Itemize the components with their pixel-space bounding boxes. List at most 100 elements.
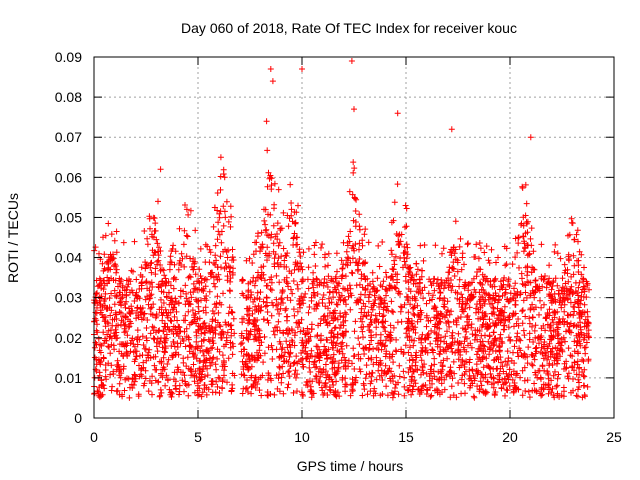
data-point <box>134 327 141 334</box>
data-point <box>214 346 221 353</box>
data-point <box>537 297 543 304</box>
data-point <box>576 379 582 386</box>
data-point <box>325 346 332 353</box>
data-point <box>290 389 297 396</box>
data-point <box>347 228 354 235</box>
data-point <box>475 255 482 262</box>
data-point <box>561 261 568 268</box>
data-point <box>355 355 362 362</box>
data-point <box>349 360 355 367</box>
data-point <box>141 228 148 234</box>
data-point <box>262 206 269 213</box>
y-tick-label: 0.07 <box>55 129 82 145</box>
data-point <box>228 213 235 220</box>
data-point <box>365 298 372 305</box>
data-point <box>584 383 591 390</box>
data-point <box>275 242 282 249</box>
data-point <box>358 305 365 312</box>
data-point <box>101 385 108 392</box>
chart-title: Day 060 of 2018, Rate Of TEC Index for r… <box>181 20 517 36</box>
data-point <box>531 380 538 387</box>
data-point <box>330 294 337 301</box>
data-point <box>211 310 218 317</box>
data-point <box>276 279 283 286</box>
data-point <box>195 303 202 310</box>
data-point <box>203 391 210 398</box>
data-point <box>147 292 154 299</box>
data-point <box>439 363 446 370</box>
data-point <box>191 312 197 319</box>
data-point <box>185 308 192 315</box>
data-point <box>343 342 350 349</box>
data-point <box>575 284 582 291</box>
data-point <box>184 233 191 240</box>
data-point <box>502 262 509 269</box>
data-point <box>491 277 498 283</box>
data-point <box>340 314 347 321</box>
data-point <box>310 284 317 291</box>
y-tick-label: 0 <box>74 410 82 426</box>
data-point <box>440 297 446 304</box>
data-point <box>216 231 223 238</box>
data-point <box>573 231 580 238</box>
data-point <box>380 312 387 319</box>
data-point <box>499 363 506 370</box>
data-point <box>264 317 271 324</box>
data-point <box>297 328 304 335</box>
data-point <box>158 296 164 303</box>
data-point <box>333 378 340 385</box>
data-point <box>125 281 132 288</box>
data-point <box>565 345 572 352</box>
data-point <box>141 345 148 352</box>
data-point <box>217 332 224 338</box>
data-point <box>165 356 172 363</box>
data-point <box>224 379 230 386</box>
data-point <box>170 331 177 337</box>
data-point <box>547 322 554 329</box>
data-point <box>214 190 221 196</box>
data-point <box>155 328 162 334</box>
data-point <box>299 266 306 273</box>
data-point <box>524 252 531 259</box>
data-point <box>496 286 503 293</box>
data-point <box>264 309 271 315</box>
x-tick-label: 15 <box>398 429 414 445</box>
data-point <box>546 262 553 269</box>
data-point <box>108 362 115 369</box>
data-point <box>280 329 287 336</box>
data-point <box>410 310 417 317</box>
data-point <box>134 305 141 312</box>
data-point <box>257 334 264 341</box>
data-point <box>100 267 107 274</box>
data-point <box>262 221 269 228</box>
data-point <box>97 349 104 356</box>
data-point <box>153 343 160 350</box>
data-point <box>356 211 363 218</box>
data-point <box>430 292 436 299</box>
data-point <box>231 372 238 379</box>
data-point <box>415 386 421 393</box>
data-point <box>214 293 221 300</box>
data-point <box>212 252 219 259</box>
data-point <box>352 318 359 325</box>
data-point <box>254 289 261 296</box>
data-point <box>202 304 209 311</box>
data-point <box>291 342 298 349</box>
data-point <box>274 385 281 392</box>
data-point <box>187 207 194 214</box>
data-point <box>143 325 150 331</box>
data-point <box>312 239 319 246</box>
data-point <box>428 392 435 399</box>
data-point <box>551 248 558 255</box>
data-point <box>474 383 481 390</box>
data-point <box>264 147 271 154</box>
data-point <box>115 322 121 329</box>
data-point <box>373 345 380 352</box>
data-point <box>465 240 472 247</box>
data-point <box>488 246 495 253</box>
y-tick-label: 0.06 <box>55 169 82 185</box>
data-point <box>500 313 507 320</box>
data-point <box>388 273 395 280</box>
data-point <box>222 319 229 326</box>
data-point <box>387 377 394 384</box>
